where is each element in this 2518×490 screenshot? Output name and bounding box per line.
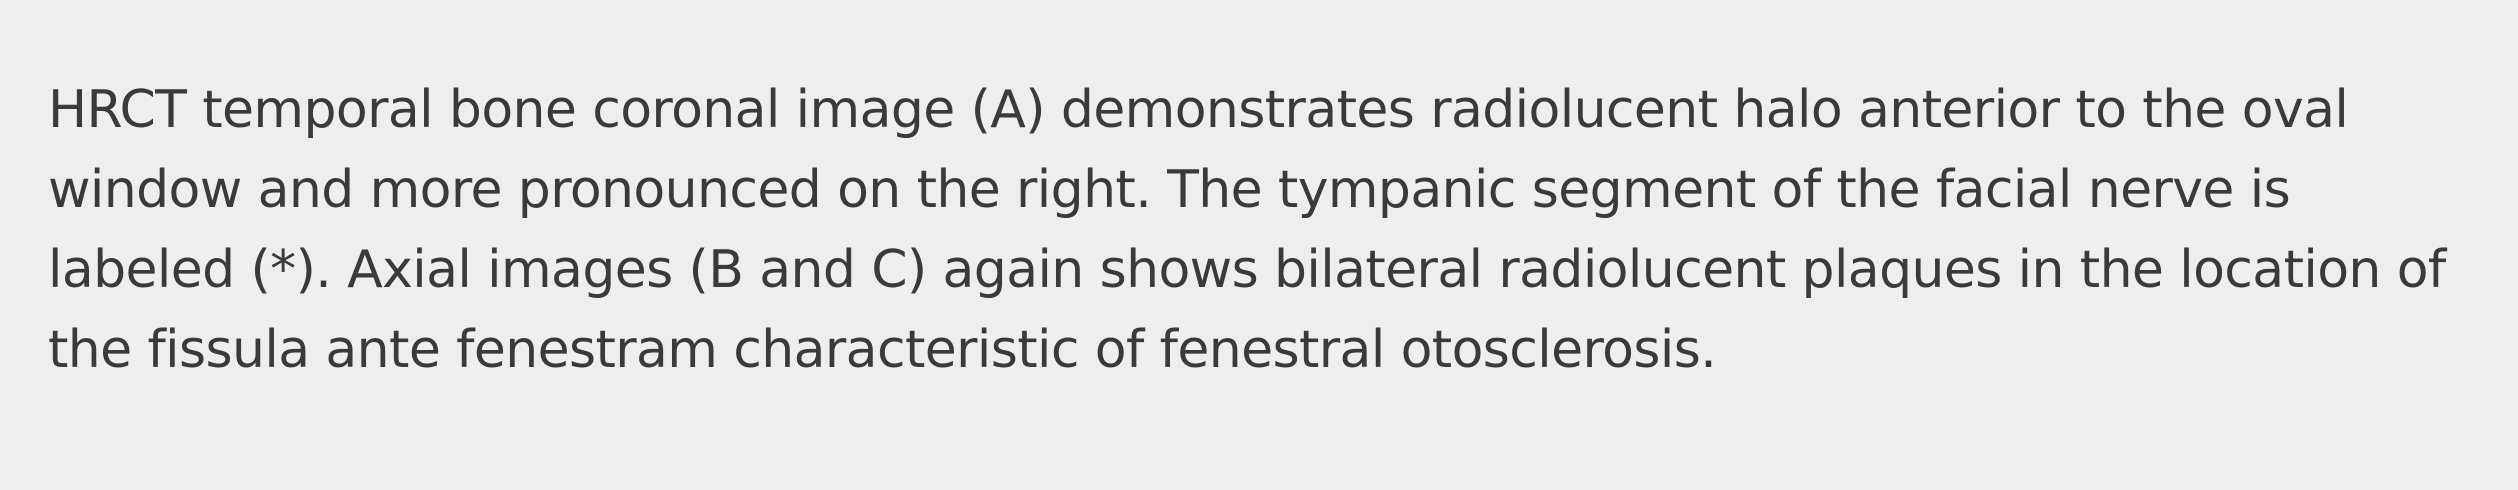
figure-caption: HRCT temporal bone coronal image (A) dem… [48, 70, 2488, 390]
caption-text: HRCT temporal bone coronal image (A) dem… [48, 80, 2446, 380]
